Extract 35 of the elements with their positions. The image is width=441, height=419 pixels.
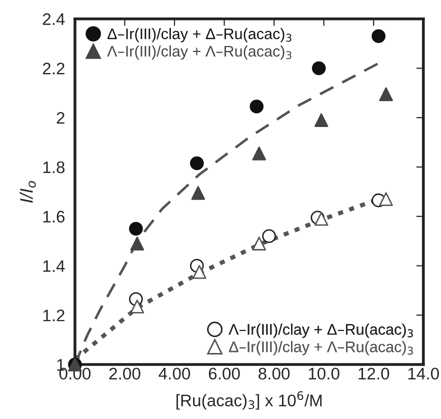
point xyxy=(190,156,204,170)
point xyxy=(379,192,393,206)
y-tick-label: 1.8 xyxy=(43,161,65,174)
legend-label: Δ–Ir(III)/clay + Δ–Ru(acac)$_{3}$ xyxy=(108,28,292,42)
point xyxy=(314,212,328,226)
y-tick-label: 1.4 xyxy=(43,260,65,272)
legend-label: Δ–Ir(III)/clay + Λ–Ru(acac)$_{3}$ xyxy=(229,341,413,356)
x-axis-title: [Ru(acac)$_{3}$] x 10$^{6}$/M xyxy=(176,391,322,410)
y-tick-label: 2.2 xyxy=(42,62,64,74)
point xyxy=(191,186,206,200)
x-tick-label: 8.00 xyxy=(258,368,290,380)
legend-label: Λ–Ir(III)/clay + Λ–Ru(acac)$_{3}$ xyxy=(107,45,292,60)
point xyxy=(129,222,143,236)
y-tick-label: 1.6 xyxy=(43,210,65,223)
y-axis-title: I/I$_{o}$ xyxy=(20,181,36,203)
x-tick-label: 2.00 xyxy=(109,368,140,380)
point xyxy=(250,100,264,114)
y-tick-label: 1.2 xyxy=(43,310,64,322)
legend-label: Λ–Ir(III)/clay + Δ–Ru(acac)$_{3}$ xyxy=(228,324,413,338)
y-tick-label: 2 xyxy=(56,112,64,124)
x-tick-label: 12.0 xyxy=(358,368,390,380)
point xyxy=(312,61,326,76)
point xyxy=(314,113,328,127)
x-tick-label: 14.0 xyxy=(408,368,439,380)
point xyxy=(130,300,144,314)
x-tick-label: 4.00 xyxy=(158,368,190,380)
point xyxy=(372,29,386,44)
x-tick-label: 10.0 xyxy=(308,368,340,380)
point xyxy=(252,236,266,250)
point xyxy=(192,265,206,279)
y-tick-label: 2.4 xyxy=(42,13,65,25)
point xyxy=(130,236,144,250)
x-tick-label: 6.00 xyxy=(208,368,240,380)
point xyxy=(252,146,266,160)
point xyxy=(379,87,393,102)
